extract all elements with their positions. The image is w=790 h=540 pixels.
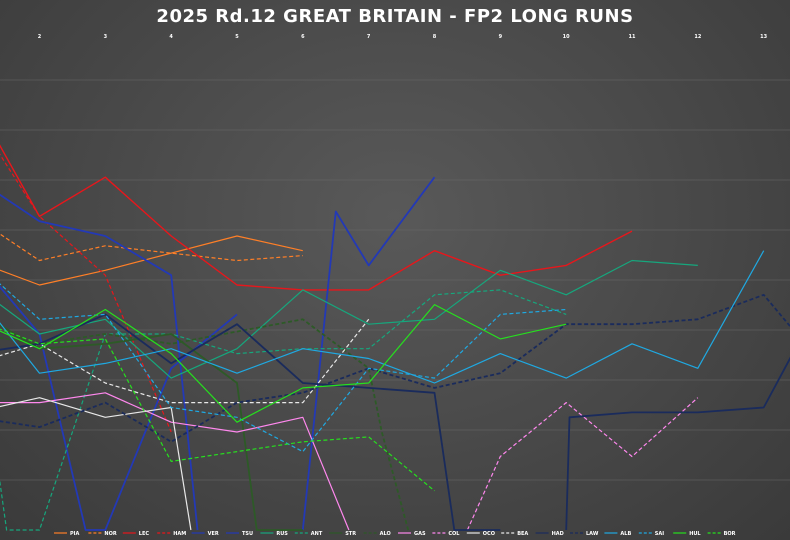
series-line-pia [0,235,303,286]
series-line-col [466,397,699,531]
legend-item-had: HAD [535,531,564,537]
x-tick-label: 12 [694,34,701,40]
legend-item-sai: SAI [638,531,664,537]
x-tick-label: 11 [629,34,636,40]
x-tick-label: 4 [169,34,173,40]
legend-item-lec: LEC [122,531,150,537]
legend-label: ANT [311,531,323,537]
legend-item-alo: ALO [363,531,391,537]
series-line-alo [0,318,410,531]
legend-label: HAM [173,531,186,537]
grid-layer [0,79,790,481]
legend-label: BOR [724,531,736,537]
legend-item-alb: ALB [604,531,631,537]
legend-item-col: COL [432,531,460,537]
series-line-tsu2 [301,176,436,531]
series-line-gas [0,392,350,531]
x-tick-label: 6 [301,34,305,40]
legend-label: LAW [586,531,599,537]
legend-label: GAS [414,531,426,537]
legend-label: HAD [552,531,564,537]
chart-title: 2025 Rd.12 GREAT BRITAIN - FP2 LONG RUNS [156,6,634,27]
series-line-ham [0,153,172,433]
series-line-alb [0,250,765,384]
legend-label: COL [448,531,460,537]
series-line-sai [0,283,567,453]
legend-label: RUS [276,531,288,537]
x-tick-labels: 2 3 4 5 6 7 8 9 10 11 12 13 [38,34,768,40]
legend-item-hul: HUL [673,531,701,537]
x-tick-label: 8 [433,34,437,40]
legend-label: BEA [517,531,528,537]
series-line-lec [0,144,633,291]
legend-item-oco: OCO [466,531,495,537]
legend-item-ver: VER [191,531,219,537]
legend-label: NOR [104,531,116,537]
series-line-rus [0,259,698,379]
series-line-tsu [0,285,238,531]
legend-label: ALB [620,531,631,537]
legend-label: OCO [483,531,495,537]
x-tick-label: 2 [38,34,42,40]
legend-label: STR [345,531,356,537]
legend-item-bea: BEA [501,531,528,537]
series-line-nor [0,233,303,262]
series-line-bor [0,328,435,492]
series-line-had2 [565,356,790,531]
x-tick-label: 5 [235,34,239,40]
x-tick-label: 13 [760,34,767,40]
legend-item-nor: NOR [88,531,117,537]
legend-item-law: LAW [570,531,599,537]
legend-item-pia: PIA [54,531,80,537]
legend-item-gas: GAS [398,531,426,537]
x-tick-label: 7 [367,34,371,40]
series-line-bea [0,318,370,404]
legend-label: ALO [380,531,391,537]
legend: PIA NOR LEC HAM VER TSU RUS ANT STR ALO GAS COL OCO B… [54,531,736,537]
series-line-ant [0,289,567,531]
legend-label: LEC [139,531,150,537]
legend-label: SAI [655,531,664,537]
legend-label: VER [208,531,219,537]
legend-label: PIA [70,531,80,537]
legend-item-bor: BOR [707,531,736,537]
legend-item-ham: HAM [157,531,186,537]
x-tick-label: 3 [104,34,108,40]
series-lines [0,144,790,531]
legend-label: HUL [689,531,701,537]
series-line-law [0,293,790,443]
legend-item-ant: ANT [294,531,323,537]
series-line-oco [0,397,192,531]
legend-label: TSU [242,531,253,537]
legend-item-rus: RUS [260,531,288,537]
x-tick-label: 9 [499,34,503,40]
legend-item-tsu: TSU [226,531,253,537]
legend-item-str: STR [329,531,356,537]
x-tick-label: 10 [563,34,570,40]
series-line-hul [0,304,567,423]
